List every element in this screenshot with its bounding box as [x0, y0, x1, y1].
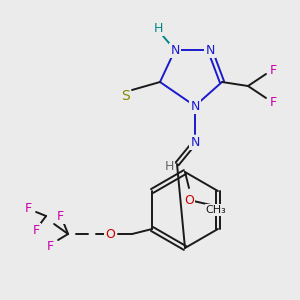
- Text: O: O: [105, 227, 115, 241]
- Text: N: N: [205, 44, 215, 56]
- Text: F: F: [56, 209, 64, 223]
- Text: CH₃: CH₃: [206, 205, 226, 215]
- Text: H: H: [164, 160, 174, 172]
- Text: F: F: [32, 224, 40, 236]
- Text: N: N: [170, 44, 180, 56]
- Text: N: N: [190, 100, 200, 112]
- Text: N: N: [190, 136, 200, 148]
- Text: F: F: [269, 64, 277, 76]
- Text: F: F: [46, 239, 54, 253]
- Text: S: S: [122, 89, 130, 103]
- Text: O: O: [184, 194, 194, 206]
- Text: F: F: [25, 202, 32, 214]
- Text: H: H: [153, 22, 163, 34]
- Text: F: F: [269, 95, 277, 109]
